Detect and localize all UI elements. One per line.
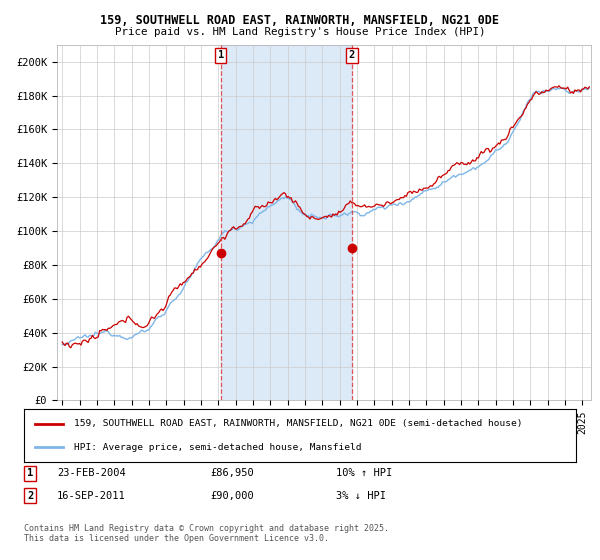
Text: 23-FEB-2004: 23-FEB-2004 <box>57 468 126 478</box>
Text: Contains HM Land Registry data © Crown copyright and database right 2025.
This d: Contains HM Land Registry data © Crown c… <box>24 524 389 543</box>
Text: 159, SOUTHWELL ROAD EAST, RAINWORTH, MANSFIELD, NG21 0DE (semi-detached house): 159, SOUTHWELL ROAD EAST, RAINWORTH, MAN… <box>74 419 522 428</box>
Bar <box>221 45 352 400</box>
Text: 2: 2 <box>27 491 33 501</box>
Text: 1: 1 <box>27 468 33 478</box>
Text: 159, SOUTHWELL ROAD EAST, RAINWORTH, MANSFIELD, NG21 0DE: 159, SOUTHWELL ROAD EAST, RAINWORTH, MAN… <box>101 14 499 27</box>
Text: £86,950: £86,950 <box>210 468 254 478</box>
Text: HPI: Average price, semi-detached house, Mansfield: HPI: Average price, semi-detached house,… <box>74 442 361 451</box>
Text: 16-SEP-2011: 16-SEP-2011 <box>57 491 126 501</box>
Text: 3% ↓ HPI: 3% ↓ HPI <box>336 491 386 501</box>
Text: £90,000: £90,000 <box>210 491 254 501</box>
Text: 2: 2 <box>349 50 355 60</box>
Text: 1: 1 <box>218 50 224 60</box>
Text: Price paid vs. HM Land Registry's House Price Index (HPI): Price paid vs. HM Land Registry's House … <box>115 27 485 37</box>
Text: 10% ↑ HPI: 10% ↑ HPI <box>336 468 392 478</box>
